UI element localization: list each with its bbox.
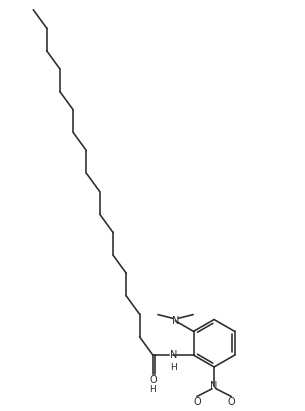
Text: O: O [149, 376, 157, 386]
Text: O: O [227, 397, 235, 407]
Text: O: O [193, 397, 201, 407]
Text: N: N [172, 316, 179, 326]
Text: H: H [149, 386, 156, 395]
Text: N: N [210, 381, 218, 391]
Text: N: N [170, 350, 177, 360]
Text: H: H [170, 363, 177, 372]
